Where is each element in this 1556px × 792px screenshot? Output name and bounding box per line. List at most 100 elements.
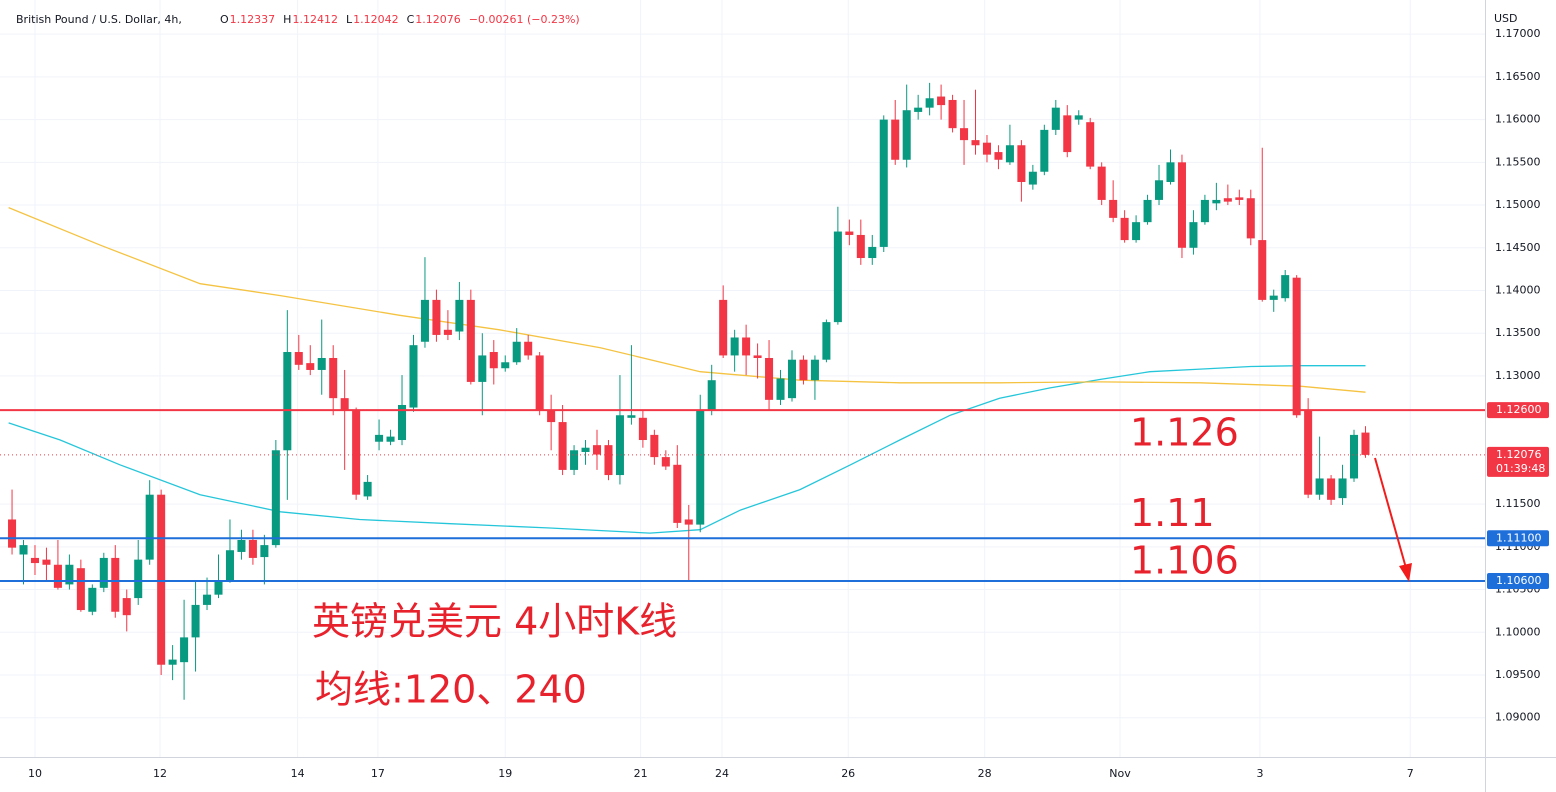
candle-body bbox=[845, 231, 854, 235]
candle-body bbox=[581, 447, 590, 452]
y-tick-label: 1.16000 bbox=[1495, 113, 1541, 126]
currency: USD bbox=[1494, 12, 1518, 25]
level-label: 1.10600 bbox=[1496, 574, 1542, 587]
candle-body bbox=[352, 410, 361, 495]
candle-body bbox=[42, 559, 51, 565]
level-badge bbox=[1487, 402, 1549, 419]
candle-body bbox=[111, 557, 120, 612]
candle-body bbox=[340, 398, 349, 411]
candle-body bbox=[558, 422, 567, 470]
x-tick-label: 12 bbox=[153, 767, 167, 780]
last-price-badge bbox=[1487, 446, 1549, 477]
last-price-label: 1.12076 bbox=[1496, 448, 1542, 461]
candle-body bbox=[65, 564, 74, 585]
candle-body bbox=[891, 119, 900, 160]
candle-body bbox=[1155, 180, 1164, 200]
candle-body bbox=[145, 494, 154, 560]
x-tick-label: 7 bbox=[1407, 767, 1414, 780]
x-tick-label: 3 bbox=[1256, 767, 1263, 780]
candle-body bbox=[1258, 240, 1267, 300]
candle-body bbox=[1040, 129, 1049, 172]
candle-body bbox=[420, 299, 429, 342]
candle-body bbox=[1315, 478, 1324, 495]
candle-body bbox=[386, 436, 395, 442]
candle-body bbox=[489, 352, 498, 369]
candle-body bbox=[810, 359, 819, 381]
candle-body bbox=[707, 380, 716, 411]
y-tick-label: 1.09500 bbox=[1495, 668, 1541, 681]
candle-body bbox=[398, 404, 407, 441]
y-tick-label: 1.15000 bbox=[1495, 198, 1541, 211]
candle-body bbox=[1005, 145, 1014, 163]
candle-body bbox=[306, 363, 315, 370]
candle-body bbox=[925, 98, 934, 108]
candle-body bbox=[914, 107, 923, 112]
candle-body bbox=[260, 545, 269, 558]
candle-body bbox=[902, 110, 911, 160]
candle-body bbox=[547, 410, 556, 423]
candle-body bbox=[53, 564, 62, 588]
candle-body bbox=[592, 445, 602, 455]
x-tick-label: 28 bbox=[978, 767, 992, 780]
x-tick-label: 21 bbox=[634, 767, 648, 780]
candle-body bbox=[615, 415, 624, 476]
candle-body bbox=[1200, 199, 1209, 223]
candle-body bbox=[88, 587, 97, 612]
candle-body bbox=[501, 362, 510, 369]
candle-body bbox=[1143, 199, 1152, 223]
ohlc-label: O bbox=[220, 13, 229, 26]
moving-average bbox=[8, 206, 1366, 393]
candle-body bbox=[937, 96, 946, 106]
candle-body bbox=[99, 557, 108, 588]
candle-body bbox=[76, 568, 85, 611]
candle-body bbox=[1246, 198, 1255, 239]
candle-body bbox=[868, 246, 877, 259]
candle-body bbox=[214, 580, 223, 595]
candle-body bbox=[1235, 197, 1244, 200]
level-badge bbox=[1487, 572, 1549, 589]
candle-body bbox=[1166, 162, 1175, 182]
candle-body bbox=[8, 519, 17, 548]
candle-body bbox=[512, 341, 521, 363]
candle-body bbox=[237, 539, 246, 552]
candle-body bbox=[271, 450, 280, 546]
candle-body bbox=[833, 231, 842, 323]
candle-body bbox=[799, 359, 808, 381]
candle-body bbox=[122, 598, 131, 616]
level-note: 1.106 bbox=[1130, 538, 1239, 582]
candle-body bbox=[524, 341, 533, 356]
candle-body bbox=[971, 140, 980, 146]
candle-body bbox=[317, 357, 326, 370]
candle-body bbox=[627, 415, 636, 418]
candle-body bbox=[168, 659, 177, 665]
candle-body bbox=[1051, 107, 1060, 130]
candle-body bbox=[1109, 199, 1118, 218]
candle-body bbox=[1017, 145, 1026, 182]
ohlc-value: 1.12412 bbox=[292, 13, 338, 26]
candle-body bbox=[1269, 295, 1278, 300]
symbol-title: British Pound / U.S. Dollar, 4h, bbox=[16, 13, 182, 26]
candle-body bbox=[650, 434, 659, 458]
candle-body bbox=[30, 557, 39, 564]
level-note: 1.126 bbox=[1130, 411, 1239, 455]
level-badge bbox=[1487, 530, 1549, 547]
candle-body bbox=[248, 539, 257, 558]
candle-body bbox=[753, 355, 762, 358]
y-tick-label: 1.10000 bbox=[1495, 625, 1541, 638]
x-tick-label: 17 bbox=[371, 767, 385, 780]
candle-body bbox=[1212, 199, 1221, 204]
candle-body bbox=[1338, 478, 1347, 499]
candle-body bbox=[1120, 217, 1129, 241]
candle-body bbox=[730, 337, 739, 356]
y-tick-label: 1.09000 bbox=[1495, 711, 1541, 724]
y-tick-label: 1.13000 bbox=[1495, 369, 1541, 382]
candle-body bbox=[684, 519, 693, 525]
candle-body bbox=[822, 322, 831, 360]
countdown: 01:39:48 bbox=[1496, 462, 1545, 475]
candle-body bbox=[1074, 115, 1083, 120]
candle-body bbox=[432, 299, 441, 335]
candle-body bbox=[696, 410, 705, 525]
candle-body bbox=[1028, 171, 1037, 185]
candle-body bbox=[203, 594, 212, 605]
